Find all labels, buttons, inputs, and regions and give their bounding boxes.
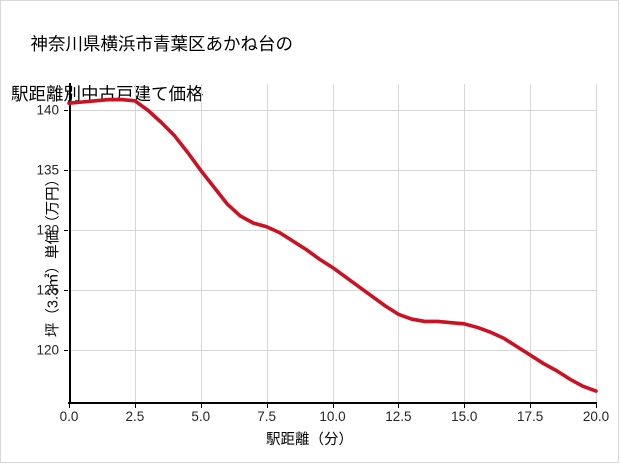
x-axis-tick — [464, 404, 466, 408]
chart-title: 神奈川県横浜市青葉区あかね台の 駅距離別中古戸建て価格 — [11, 7, 611, 157]
x-axis-tick-label: 7.5 — [257, 409, 277, 424]
chart-title-line-2: 駅距離別中古戸建て価格 — [11, 84, 204, 104]
x-axis-tick-label: 10.0 — [319, 409, 346, 424]
x-axis-tick — [69, 404, 70, 408]
x-axis-tick — [596, 404, 597, 408]
gridline-vertical — [332, 84, 334, 403]
y-axis-tick — [64, 110, 68, 112]
y-axis-tick — [64, 350, 68, 352]
chart-title-line-1: 神奈川県横浜市青葉区あかね台の — [30, 34, 293, 54]
gridline-vertical — [266, 84, 268, 403]
gridline-vertical — [398, 84, 400, 403]
x-axis-tick — [398, 404, 400, 408]
y-axis-tick — [64, 230, 68, 232]
x-axis-tick-label: 15.0 — [451, 409, 478, 424]
x-axis-tick — [332, 404, 334, 408]
x-axis-tick-label: 12.5 — [385, 409, 412, 424]
x-axis-tick — [530, 404, 532, 408]
plot-area — [69, 84, 597, 403]
y-axis-tick-label: 135 — [36, 162, 59, 178]
gridline-vertical — [530, 84, 532, 403]
gridline-vertical — [464, 84, 466, 403]
y-axis-tick — [64, 170, 68, 172]
y-axis-tick-label: 130 — [36, 222, 59, 238]
line-series-layer — [67, 97, 598, 393]
x-axis-tick — [200, 404, 202, 408]
x-axis-tick-label: 0.0 — [59, 409, 79, 424]
gridline-vertical — [200, 84, 202, 403]
line-series-path — [67, 97, 598, 393]
gridline-vertical — [134, 84, 136, 403]
y-axis-tick-label: 120 — [36, 342, 59, 358]
y-axis-tick — [64, 290, 68, 292]
x-axis-tick-label: 5.0 — [191, 409, 211, 424]
x-axis-tick-label: 20.0 — [582, 409, 610, 424]
x-axis-tick-label: 2.5 — [125, 409, 145, 424]
y-axis-tick-label: 140 — [36, 102, 59, 118]
y-axis-spine — [69, 83, 72, 404]
x-axis-spine — [68, 402, 597, 405]
x-axis-tick-label: 17.5 — [516, 409, 544, 424]
gridline-vertical — [596, 84, 597, 403]
x-axis-tick — [266, 404, 268, 408]
y-axis-tick-label: 125 — [36, 282, 59, 298]
x-axis-tick — [134, 404, 136, 408]
x-axis-title: 駅距離（分） — [266, 432, 353, 448]
y-axis-title: 坪（3.3㎡）単価（万円） — [45, 171, 62, 338]
